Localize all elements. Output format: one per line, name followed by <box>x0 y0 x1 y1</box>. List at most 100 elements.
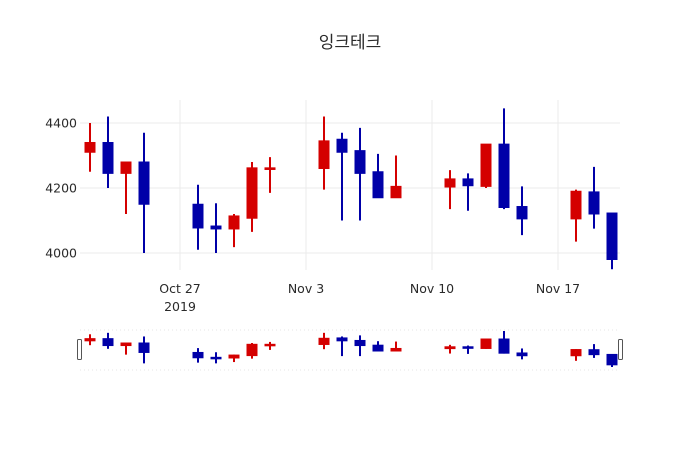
candle-body <box>462 346 474 349</box>
candle-decreasing[interactable] <box>498 108 510 210</box>
candle-increasing[interactable] <box>84 334 96 346</box>
candle-body <box>588 349 600 356</box>
candle-decreasing[interactable] <box>138 132 150 253</box>
candle-decreasing[interactable] <box>354 127 366 221</box>
candle-decreasing[interactable] <box>372 341 384 352</box>
candle-body <box>246 167 258 219</box>
candle-decreasing[interactable] <box>210 203 222 253</box>
candle-decreasing[interactable] <box>462 173 474 211</box>
candle-body <box>138 342 150 353</box>
x-tick-label: Oct 27 <box>159 281 201 296</box>
candle-decreasing[interactable] <box>210 352 222 364</box>
range-slider-left-handle[interactable] <box>77 339 82 360</box>
candle-increasing[interactable] <box>120 161 132 214</box>
candle-decreasing[interactable] <box>516 348 528 360</box>
y-tick-label: 4400 <box>45 116 77 131</box>
candle-increasing[interactable] <box>570 349 582 361</box>
candle-body <box>102 142 114 174</box>
candle-body <box>120 342 132 347</box>
candle-decreasing[interactable] <box>102 116 114 189</box>
candle-increasing[interactable] <box>264 341 276 350</box>
candle-decreasing[interactable] <box>336 132 348 221</box>
candle-increasing[interactable] <box>84 123 96 172</box>
candle-increasing[interactable] <box>444 170 456 210</box>
candle-body <box>102 338 114 347</box>
candle-body <box>210 225 222 230</box>
candle-decreasing[interactable] <box>606 212 618 270</box>
candle-body <box>246 343 258 357</box>
range-slider-candles <box>84 331 618 367</box>
candle-decreasing[interactable] <box>354 335 366 357</box>
candle-body <box>264 343 276 347</box>
candle-increasing[interactable] <box>318 116 330 190</box>
y-axis-ticks: 4000 4200 4400 <box>45 116 77 261</box>
candle-decreasing[interactable] <box>588 344 600 358</box>
candle-increasing[interactable] <box>390 341 402 352</box>
candle-increasing[interactable] <box>228 214 240 248</box>
candle-decreasing[interactable] <box>192 184 204 250</box>
y-tick-label: 4200 <box>45 181 77 196</box>
candle-increasing[interactable] <box>318 332 330 350</box>
range-slider-right-handle[interactable] <box>618 339 623 360</box>
candle-body <box>516 352 528 357</box>
candle-decreasing[interactable] <box>138 336 150 364</box>
x-tick-label: Nov 3 <box>288 281 324 296</box>
candle-increasing[interactable] <box>264 157 276 193</box>
x-tick-year-label: 2019 <box>164 299 196 314</box>
chart-title: 잉크테크 <box>319 33 382 53</box>
candle-body <box>498 338 510 354</box>
candle-body <box>498 143 510 208</box>
candle-body <box>354 150 366 174</box>
candle-body <box>138 161 150 205</box>
candle-increasing[interactable] <box>444 344 456 354</box>
candle-body <box>192 351 204 359</box>
candle-increasing[interactable] <box>570 189 582 242</box>
candle-body <box>318 140 330 169</box>
candle-increasing[interactable] <box>480 143 492 188</box>
candle-body <box>228 215 240 230</box>
candle-increasing[interactable] <box>480 338 492 349</box>
candle-body <box>444 178 456 188</box>
candle-decreasing[interactable] <box>102 332 114 349</box>
candle-body <box>480 143 492 187</box>
candle-decreasing[interactable] <box>588 166 600 229</box>
candle-body <box>318 337 330 345</box>
candle-decreasing[interactable] <box>498 331 510 354</box>
candle-body <box>570 349 582 357</box>
candle-decreasing[interactable] <box>336 336 348 357</box>
candle-increasing[interactable] <box>246 162 258 232</box>
candle-increasing[interactable] <box>228 354 240 363</box>
candle-body <box>606 353 618 366</box>
candle-body <box>192 203 204 229</box>
y-tick-label: 4000 <box>45 246 77 261</box>
candle-body <box>462 178 474 187</box>
candle-body <box>264 167 276 170</box>
candle-decreasing[interactable] <box>462 345 474 354</box>
candle-increasing[interactable] <box>246 343 258 359</box>
candle-body <box>372 171 384 199</box>
candle-increasing[interactable] <box>120 342 132 355</box>
candle-body <box>84 338 96 342</box>
candle-decreasing[interactable] <box>516 186 528 236</box>
candle-decreasing[interactable] <box>192 348 204 363</box>
candle-body <box>570 190 582 220</box>
candle-body <box>588 191 600 215</box>
candle-increasing[interactable] <box>390 155 402 199</box>
candle-body <box>210 356 222 360</box>
candle-decreasing[interactable] <box>606 353 618 367</box>
candle-body <box>480 338 492 349</box>
candle-body <box>336 337 348 342</box>
candle-body <box>84 142 96 153</box>
candle-body <box>354 339 366 347</box>
candle-body <box>606 212 618 260</box>
range-slider[interactable] <box>77 329 623 371</box>
x-tick-label: Nov 17 <box>536 281 580 296</box>
candles-main[interactable] <box>84 108 618 270</box>
x-axis-ticks: Oct 27 2019 Nov 3 Nov 10 Nov 17 <box>159 281 580 314</box>
candle-body <box>444 346 456 350</box>
grid-lines <box>80 100 620 270</box>
candle-decreasing[interactable] <box>372 153 384 199</box>
candle-body <box>120 161 132 174</box>
candle-body <box>390 185 402 199</box>
